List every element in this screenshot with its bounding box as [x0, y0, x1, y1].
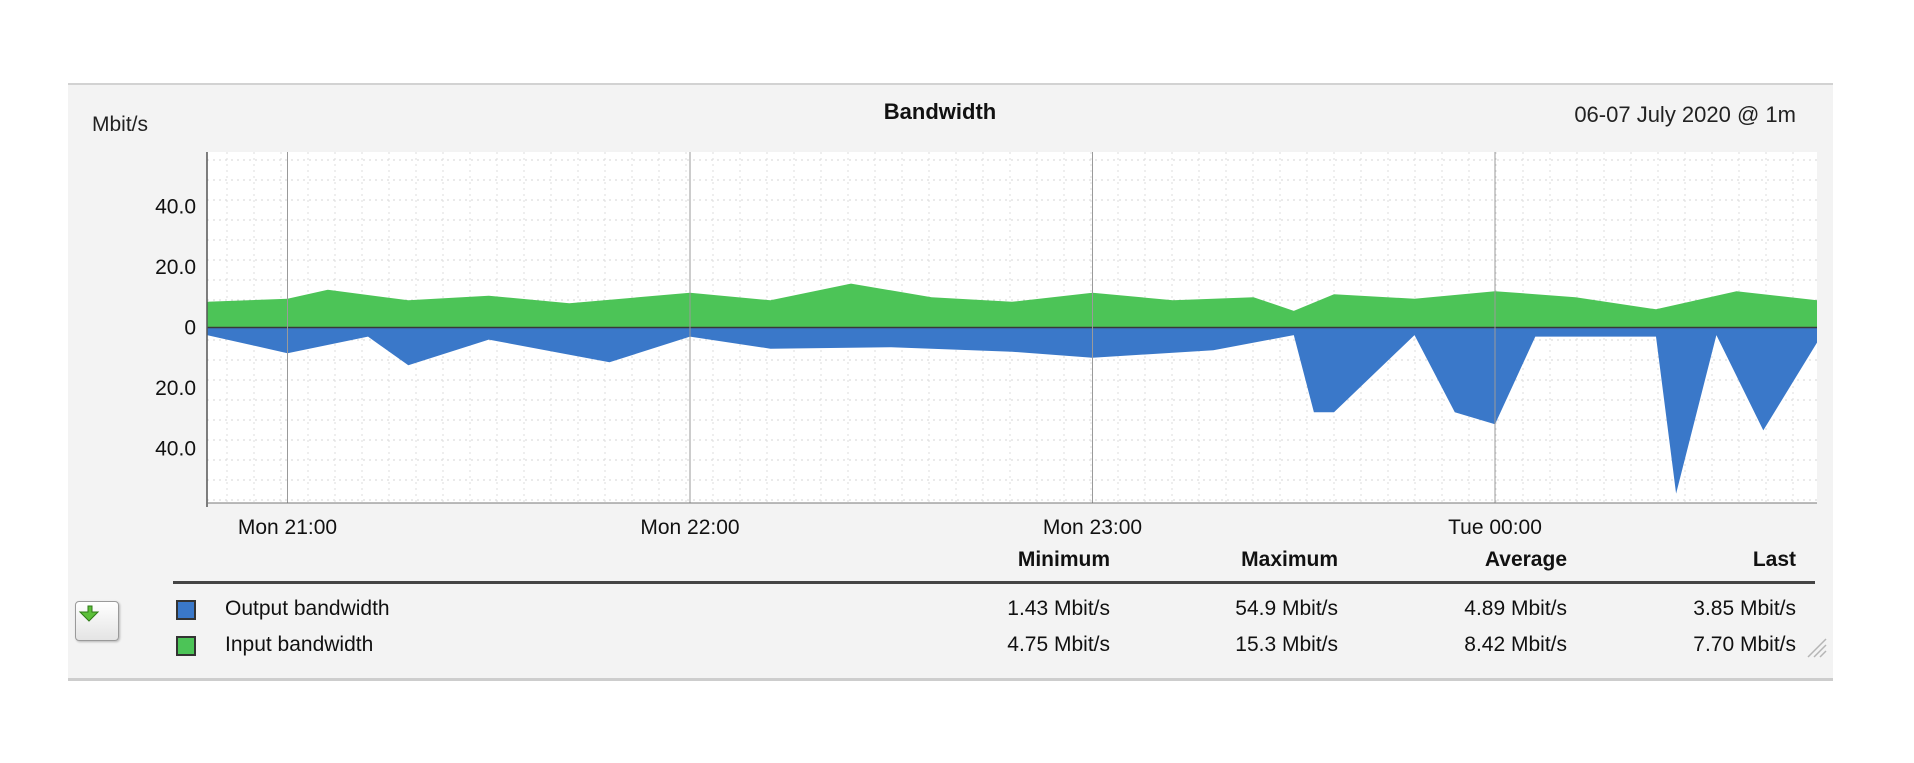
output-color-swatch[interactable]: [176, 600, 196, 620]
legend-row-output: Output bandwidth 1.43 Mbit/s 54.9 Mbit/s…: [0, 597, 1914, 627]
input-series-name: Input bandwidth: [225, 633, 374, 656]
x-tick-label: Mon 23:00: [1043, 516, 1142, 539]
output-last: 3.85 Mbit/s: [1693, 597, 1796, 620]
y-tick-label: 20.0: [155, 256, 196, 279]
legend-header-last: Last: [1752, 548, 1796, 571]
x-tick-label: Mon 21:00: [238, 516, 337, 539]
export-button[interactable]: [75, 601, 119, 641]
input-maximum: 15.3 Mbit/s: [1235, 633, 1338, 656]
x-tick-label: Mon 22:00: [640, 516, 739, 539]
input-color-swatch[interactable]: [176, 636, 196, 656]
y-tick-label: 40.0: [155, 195, 196, 218]
output-minimum: 1.43 Mbit/s: [1007, 597, 1110, 620]
x-tick-label: Tue 00:00: [1448, 516, 1542, 539]
input-bandwidth-area: [207, 283, 1817, 328]
resize-grip-icon[interactable]: [1805, 636, 1827, 658]
output-average: 4.89 Mbit/s: [1464, 597, 1567, 620]
legend-header-average: Average: [1484, 548, 1567, 571]
input-last: 7.70 Mbit/s: [1693, 633, 1796, 656]
input-minimum: 4.75 Mbit/s: [1007, 633, 1110, 656]
time-range-label: 06-07 July 2020 @ 1m: [1574, 102, 1796, 127]
y-axis-unit-label: Mbit/s: [92, 113, 149, 136]
download-arrow-icon: [78, 605, 100, 622]
input-average: 8.42 Mbit/s: [1464, 633, 1567, 656]
legend-divider: [173, 581, 1815, 584]
y-tick-label: 0: [184, 317, 196, 340]
output-maximum: 54.9 Mbit/s: [1235, 597, 1338, 620]
legend-header-minimum: Minimum: [1017, 548, 1110, 571]
y-tick-label: 20.0: [155, 377, 196, 400]
y-tick-label: 40.0: [155, 438, 196, 461]
legend-header-maximum: Maximum: [1241, 548, 1338, 571]
output-series-name: Output bandwidth: [225, 597, 390, 620]
chart-title: Bandwidth: [883, 99, 997, 124]
legend-row-input: Input bandwidth 4.75 Mbit/s 15.3 Mbit/s …: [0, 633, 1914, 663]
